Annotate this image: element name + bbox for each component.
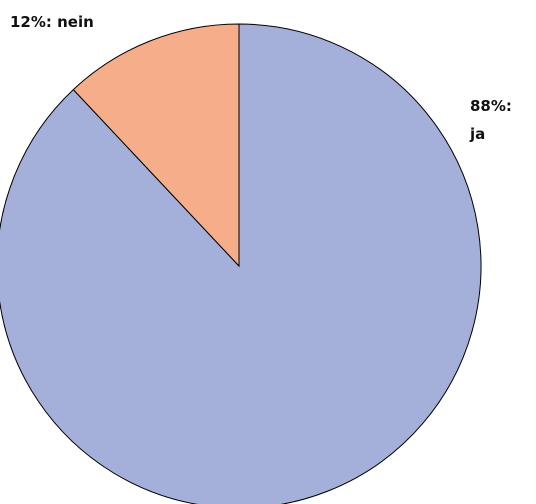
pie-slice bbox=[72, 23, 240, 268]
slice-label: 88%: ja bbox=[470, 97, 512, 143]
pie-slice bbox=[0, 23, 482, 504]
slice-label: 12%: nein bbox=[10, 13, 94, 31]
